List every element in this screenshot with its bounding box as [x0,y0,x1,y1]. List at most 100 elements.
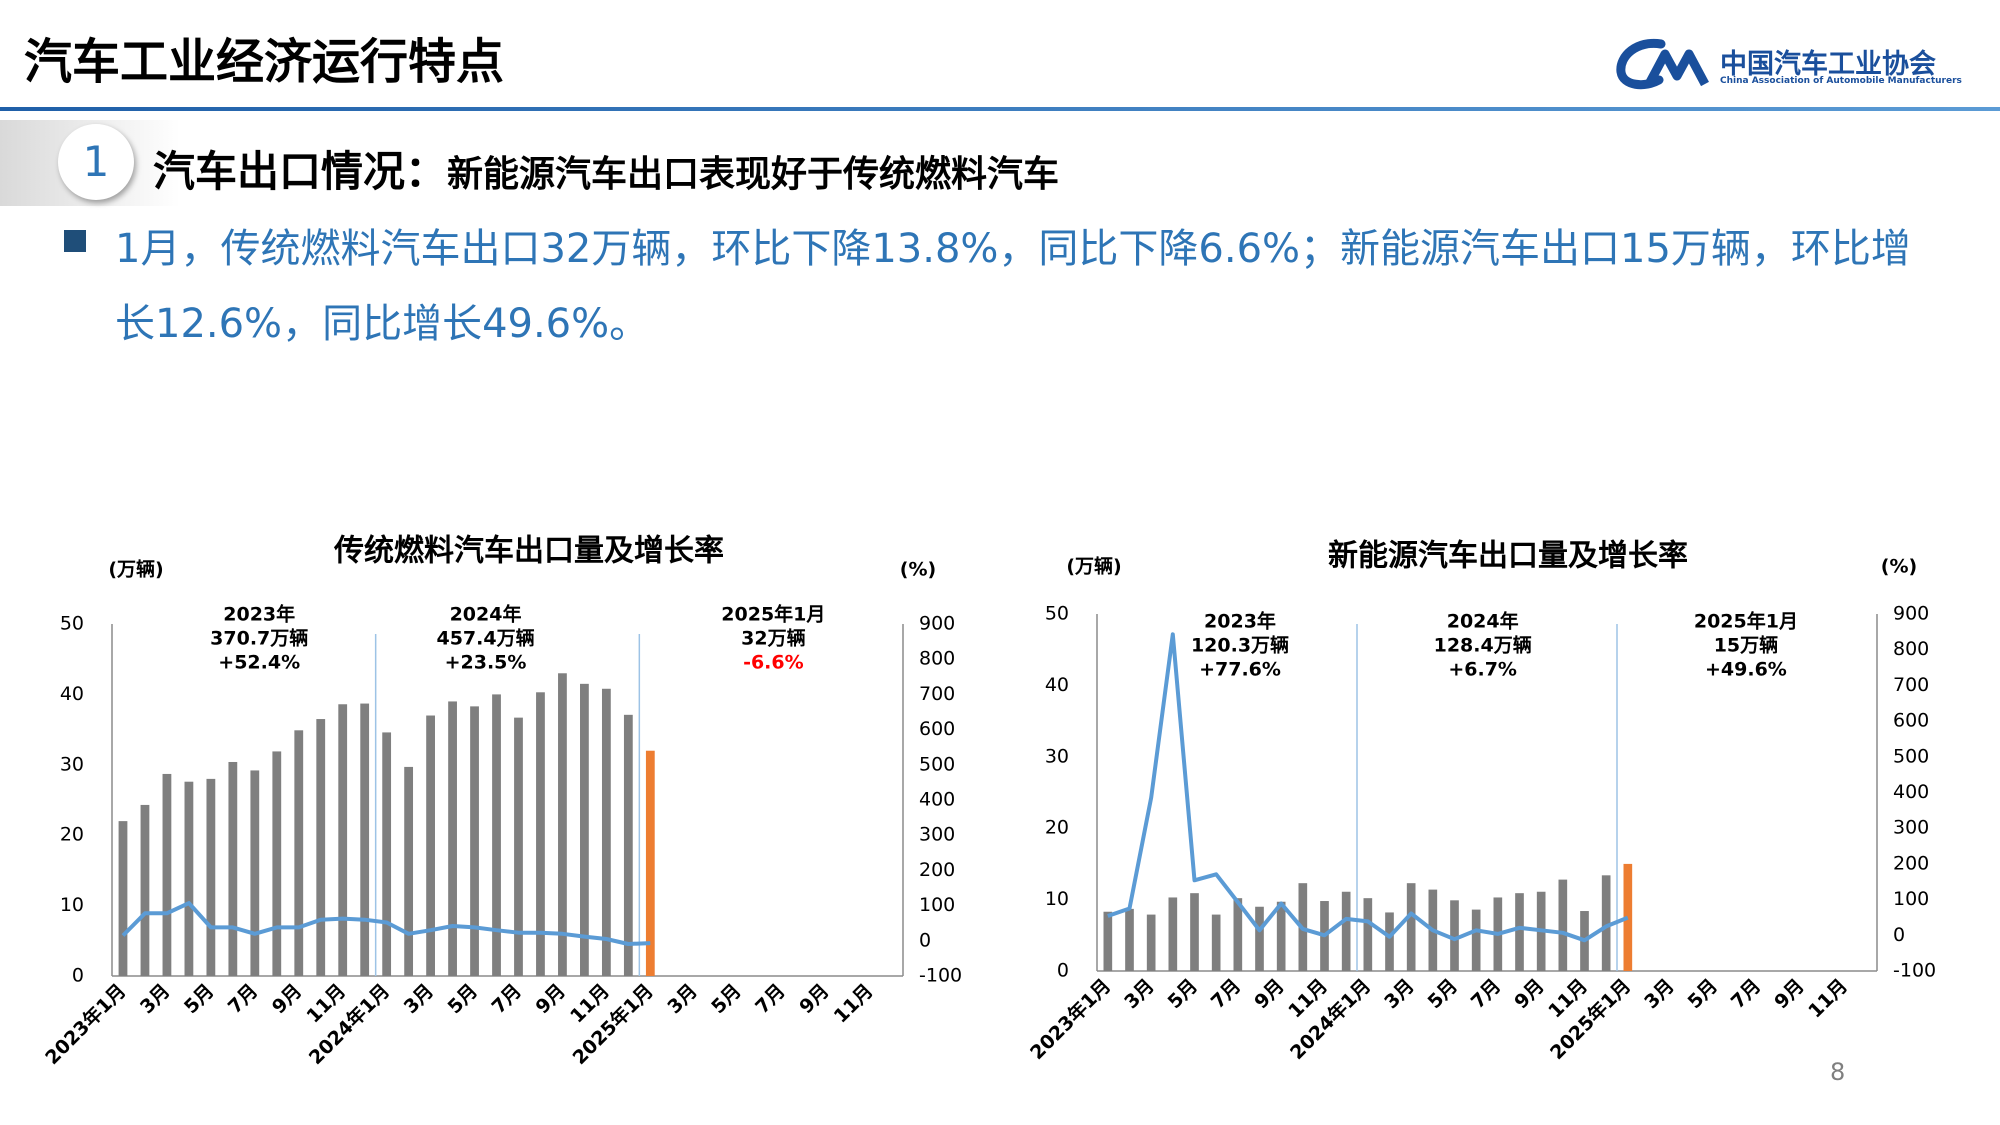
annotation-volume: 370.7万辆 [210,627,308,650]
y-tick-label: 30 [1045,745,1069,767]
bar [448,701,457,976]
annotation-growth: +6.7% [1448,659,1517,681]
x-tick-label: 9月 [1770,975,1808,1013]
y2-tick-label: -100 [1893,960,1936,982]
y-tick-label: 50 [60,613,84,635]
x-tick-label: 9月 [268,980,306,1018]
bar [316,719,326,976]
bar [426,715,435,976]
bar [1406,883,1416,971]
bar [1385,912,1394,971]
section-number: 1 [58,124,134,200]
bar [536,692,545,976]
section-subtitle: 新能源汽车出口表现好于传统燃料汽车 [447,154,1060,195]
bar [1515,893,1524,971]
bar [1190,893,1199,971]
y2-tick-label: 300 [1893,817,1929,839]
bar [623,714,633,976]
annotation-period: 2025年1月 [1694,610,1798,633]
bar [601,688,611,976]
y-tick-label: 10 [60,894,84,916]
y2-tick-label: 600 [919,718,955,740]
annotation-growth: +23.5% [445,652,527,674]
y2-tick-label: 700 [919,683,955,705]
y2-tick-label: 100 [1893,888,1929,910]
y2-tick-label: 300 [919,824,955,846]
org-logo [1616,38,1709,90]
y2-tick-label: 900 [1893,603,1929,625]
y2-tick-label: 200 [1893,852,1929,874]
bar [272,751,282,976]
annotation-growth: +52.4% [218,652,300,674]
x-tick-label: 5月 [707,980,745,1018]
annotation-period: 2025年1月 [721,603,825,626]
bar [558,673,567,976]
y2-tick-label: 700 [1893,674,1929,696]
bar [206,778,216,976]
x-tick-label: 3月 [663,980,701,1018]
annotation-period: 2023年 [1204,610,1276,633]
y2-axis-label: (%) [1881,556,1917,578]
bar [162,773,172,976]
bar [514,717,523,976]
bar [1471,909,1481,971]
x-tick-label: 9月 [1510,975,1548,1013]
bar [1558,879,1568,971]
org-name: 中国汽车工业协会 [1720,49,1936,80]
y2-tick-label: 0 [919,929,931,951]
y2-tick-label: 100 [919,894,955,916]
annotation-volume: 15万辆 [1714,634,1778,657]
y-tick-label: 20 [1045,817,1069,839]
bar [118,821,128,976]
x-tick-label: 11月 [830,980,878,1028]
y-tick-label: 0 [72,965,84,987]
chart-title: 新能源汽车出口量及增长率 [1328,539,1688,574]
x-tick-label: 7月 [488,980,526,1018]
x-tick-label: 7月 [224,980,262,1018]
bar [1363,898,1373,971]
x-tick-label: 5月 [444,980,482,1018]
x-tick-label: 2023年1月 [41,979,131,1069]
bullet-text: 1月，传统燃料汽车出口32万辆，环比下降13.8%，同比下降6.6%；新能源汽车… [115,226,1911,347]
y2-tick-label: 600 [1893,710,1929,732]
y2-tick-label: 200 [919,859,955,881]
y-tick-label: 20 [60,824,84,846]
x-tick-label: 7月 [751,980,789,1018]
y2-tick-label: 800 [1893,638,1929,660]
bar [382,732,392,976]
header-rule [0,107,2000,111]
annotation-volume: 32万辆 [741,627,805,650]
annotation-growth: +77.6% [1199,659,1281,681]
bar [1255,906,1264,971]
annotation-period: 2024年 [1447,610,1519,633]
x-tick-label: 7月 [1467,975,1505,1013]
y-tick-label: 50 [1045,603,1069,625]
y2-tick-label: 400 [1893,781,1929,803]
annotation-volume: 120.3万辆 [1191,634,1289,657]
y2-tick-label: 400 [919,789,955,811]
x-tick-label: 3月 [1640,975,1678,1013]
y-axis-label: (万辆) [108,558,163,581]
bar [140,804,150,976]
x-tick-label: 3月 [1380,975,1418,1013]
bar [250,770,260,976]
x-tick-label: 7月 [1727,975,1765,1013]
y-axis-label: (万辆) [1066,555,1121,578]
line [1107,632,1629,943]
line [121,901,651,946]
section-title: 汽车出口情况： [153,147,448,196]
y2-axis-label: (%) [900,559,936,581]
bar [1103,911,1113,971]
bar [1276,901,1286,971]
annotation-growth: -6.6% [743,652,804,674]
bar [1623,863,1633,971]
x-tick-label: 2023年1月 [1025,974,1115,1064]
x-tick-label: 7月 [1207,975,1245,1013]
bullet-marker [64,230,86,252]
y2-tick-label: -100 [919,965,962,987]
bar [645,750,655,976]
page-title: 汽车工业经济运行特点 [24,34,505,90]
x-tick-label: 3月 [1120,975,1158,1013]
